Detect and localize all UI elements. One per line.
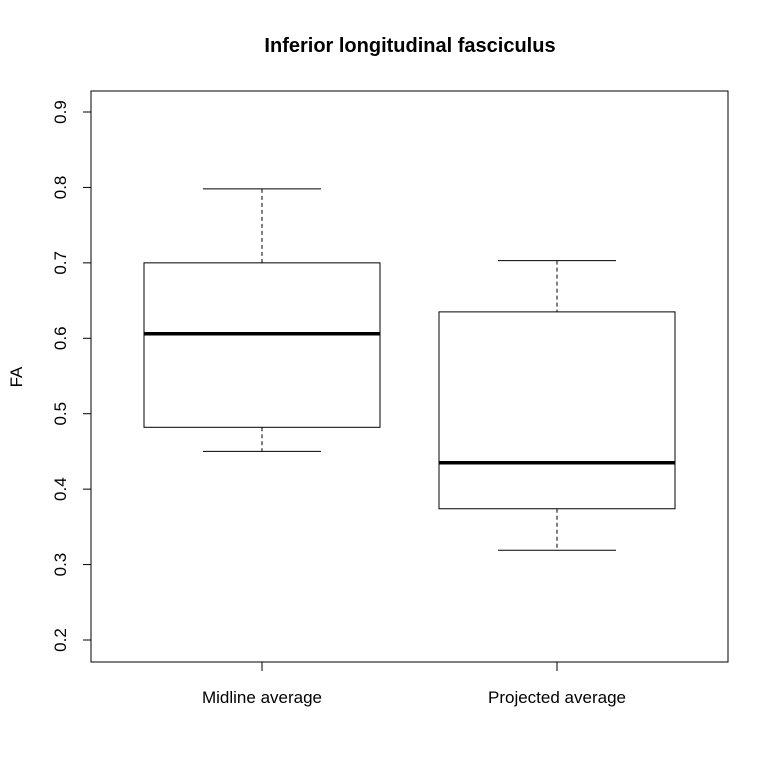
- iqr-box: [143, 262, 381, 428]
- x-axis: Midline average Projected average: [202, 661, 626, 707]
- box-1: [438, 260, 676, 551]
- y-tick-label: 0.7: [51, 251, 70, 275]
- y-tick-label: 0.8: [51, 176, 70, 200]
- x-tick-label: Midline average: [202, 688, 322, 707]
- y-tick-label: 0.2: [51, 628, 70, 652]
- boxes-group: [143, 188, 676, 551]
- y-tick-label: 0.6: [51, 326, 70, 350]
- y-axis: 0.2 0.3 0.4 0.5 0.6 0.7 0.8 0.9: [51, 100, 92, 652]
- y-tick-label: 0.3: [51, 553, 70, 577]
- chart-title: Inferior longitudinal fasciculus: [264, 35, 555, 57]
- box-0: [143, 188, 381, 452]
- x-tick-label: Projected average: [488, 688, 626, 707]
- y-tick-label: 0.4: [51, 477, 70, 501]
- iqr-box: [438, 311, 676, 510]
- y-axis-label: FA: [7, 366, 26, 387]
- y-tick-label: 0.5: [51, 402, 70, 426]
- y-tick-label: 0.9: [51, 100, 70, 124]
